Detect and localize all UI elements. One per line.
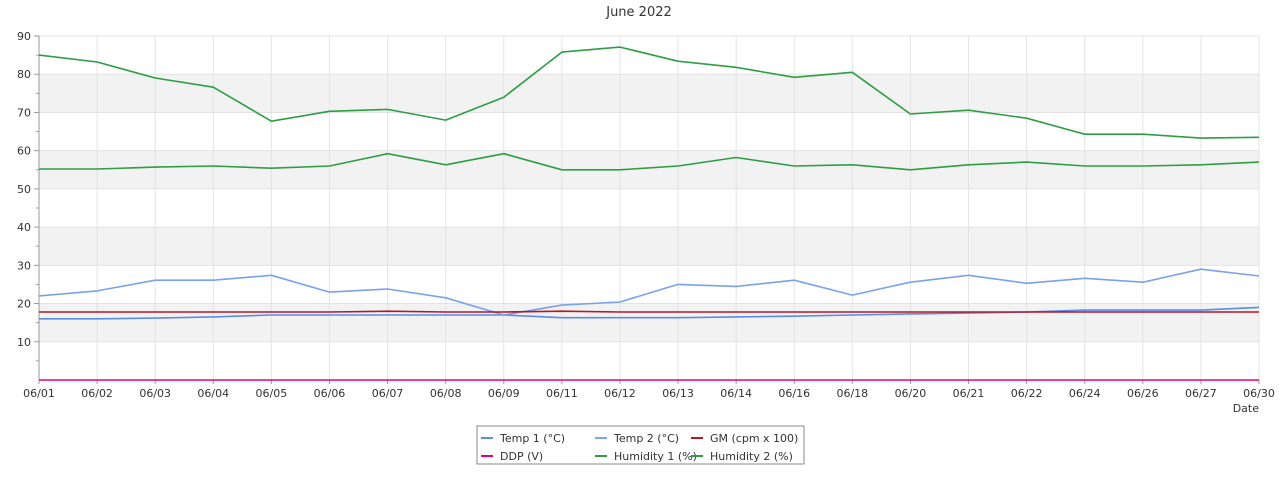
x-tick-label: 06/01 bbox=[23, 387, 55, 400]
series-line-3 bbox=[39, 310, 1259, 313]
y-tick-label: 80 bbox=[17, 68, 31, 81]
x-tick-label: 06/14 bbox=[720, 387, 752, 400]
series-lines bbox=[38, 46, 1260, 381]
grid-band bbox=[39, 303, 1259, 342]
x-tick-label: 06/16 bbox=[778, 387, 810, 400]
x-tick-label: 06/11 bbox=[546, 387, 578, 400]
x-tick-label: 06/04 bbox=[197, 387, 229, 400]
x-axis-label: Date bbox=[1233, 402, 1260, 415]
plot-bands bbox=[39, 74, 1259, 342]
series-line-1 bbox=[39, 306, 1260, 320]
y-tick-label: 30 bbox=[17, 259, 31, 272]
legend-label: DDP (V) bbox=[500, 450, 543, 463]
chart-title: June 2022 bbox=[605, 5, 672, 20]
y-tick-label: 70 bbox=[17, 106, 31, 119]
x-tick-label: 06/18 bbox=[836, 387, 868, 400]
x-tick-label: 06/06 bbox=[314, 387, 346, 400]
y-tick-label: 60 bbox=[17, 145, 31, 158]
legend: Temp 1 (°C) Temp 2 (°C) GM (cpm x 100) DDP … bbox=[476, 425, 805, 465]
series-line-2 bbox=[38, 268, 1260, 316]
y-axis-ticks: 10 20 30 40 50 60 70 80 90 bbox=[17, 30, 31, 349]
y-tick-label: 50 bbox=[17, 183, 31, 196]
x-tick-label: 06/21 bbox=[953, 387, 985, 400]
legend-label: Temp 1 (°C) bbox=[499, 432, 565, 445]
y-tick-label: 40 bbox=[17, 221, 31, 234]
x-tick-label: 06/26 bbox=[1127, 387, 1159, 400]
x-tick-label: 06/13 bbox=[662, 387, 694, 400]
y-tick-label: 20 bbox=[17, 298, 31, 311]
x-tick-label: 06/03 bbox=[139, 387, 171, 400]
grid-band bbox=[39, 227, 1259, 266]
x-tick-label: 06/30 bbox=[1243, 387, 1275, 400]
grid-band bbox=[39, 150, 1259, 189]
x-tick-label: 06/24 bbox=[1069, 387, 1101, 400]
x-tick-label: 06/02 bbox=[81, 387, 113, 400]
grid-lines bbox=[38, 35, 1260, 380]
x-axis-ticks: 06/01 06/02 06/03 06/04 06/05 06/06 06/07 06/08… bbox=[23, 387, 1275, 400]
legend-label: Humidity 2 (%) bbox=[710, 450, 793, 463]
x-tick-label: 06/27 bbox=[1185, 387, 1217, 400]
x-tick-label: 06/20 bbox=[895, 387, 927, 400]
y-tick-label: 10 bbox=[17, 336, 31, 349]
y-tick-label: 90 bbox=[17, 30, 31, 43]
x-tick-label: 06/22 bbox=[1011, 387, 1043, 400]
x-tick-label: 06/07 bbox=[372, 387, 404, 400]
x-tick-label: 06/09 bbox=[488, 387, 520, 400]
x-tick-label: 06/05 bbox=[256, 387, 288, 400]
legend-label: GM (cpm x 100) bbox=[710, 432, 798, 445]
series-line-5 bbox=[38, 46, 1260, 139]
legend-label: Humidity 1 (%) bbox=[614, 450, 697, 463]
x-tick-label: 06/12 bbox=[604, 387, 636, 400]
legend-box bbox=[476, 425, 805, 465]
series-line-6 bbox=[39, 152, 1260, 171]
x-tick-label: 06/08 bbox=[430, 387, 462, 400]
legend-label: Temp 2 (°C) bbox=[613, 432, 679, 445]
grid-band bbox=[39, 74, 1259, 113]
